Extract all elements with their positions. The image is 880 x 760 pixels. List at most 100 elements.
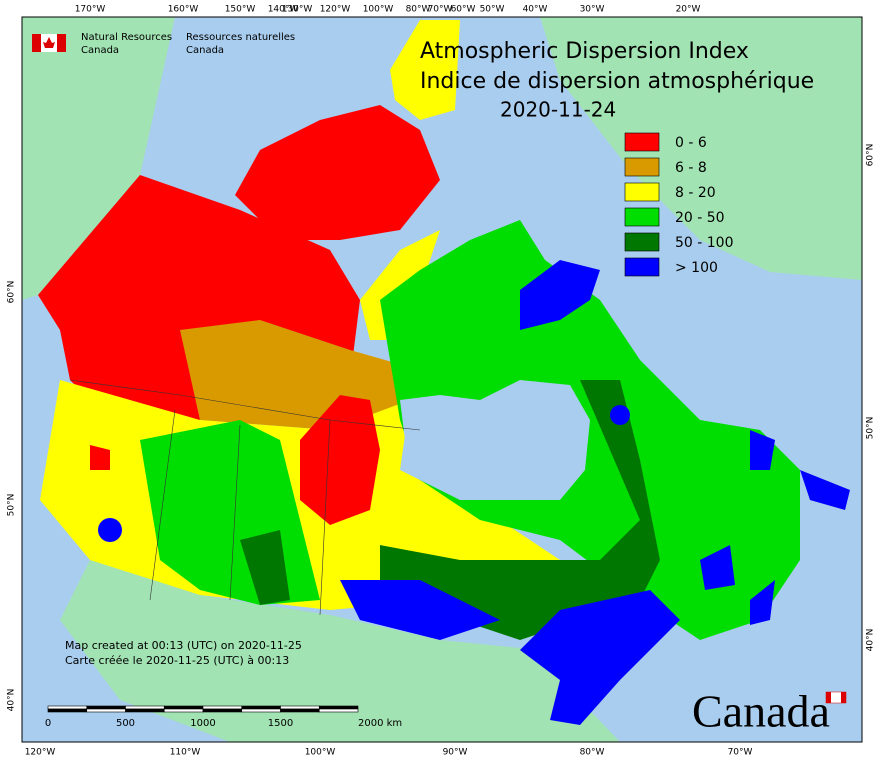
scale-segment bbox=[241, 708, 281, 713]
usa bbox=[60, 560, 620, 742]
latitude-label: 50°N bbox=[866, 417, 876, 440]
longitude-label: 90°W bbox=[443, 748, 468, 758]
region bbox=[520, 260, 600, 330]
frame bbox=[21, 16, 863, 743]
longitude-label: 130°W bbox=[282, 5, 313, 15]
longitude-label: 20°W bbox=[676, 5, 701, 15]
arctic-islands bbox=[235, 105, 440, 240]
region bbox=[750, 580, 775, 625]
wordmark-flag bbox=[841, 692, 846, 703]
legend-label: 6 - 8 bbox=[675, 160, 707, 176]
scale-segment bbox=[163, 708, 204, 713]
longitude-label: 30°W bbox=[580, 5, 605, 15]
region bbox=[610, 405, 630, 425]
legend-swatch bbox=[624, 207, 660, 227]
region bbox=[800, 470, 850, 510]
region bbox=[380, 220, 800, 640]
latitude-label: 60°N bbox=[866, 144, 876, 167]
scale-segment bbox=[163, 705, 204, 710]
longitude-label: 50°W bbox=[480, 5, 505, 15]
scale-segment bbox=[202, 708, 243, 713]
agency: Natural Resources bbox=[81, 32, 172, 43]
region bbox=[520, 590, 680, 725]
longitude-label: 100°W bbox=[305, 748, 336, 758]
border bbox=[319, 419, 331, 616]
title: Atmospheric Dispersion Index bbox=[420, 39, 749, 64]
scale-segment bbox=[47, 705, 88, 710]
region bbox=[750, 430, 775, 470]
scale-segment bbox=[202, 705, 243, 710]
legend-label: 0 - 6 bbox=[675, 135, 707, 151]
scale-label: 0 bbox=[45, 718, 51, 729]
scale-segment bbox=[47, 708, 88, 713]
scale-segment bbox=[86, 708, 126, 713]
border bbox=[149, 409, 176, 601]
legend-swatch bbox=[624, 232, 660, 252]
longitude-label: 80°W bbox=[406, 5, 431, 15]
region bbox=[90, 445, 110, 470]
region bbox=[380, 380, 660, 640]
longitude-label: 140°W bbox=[268, 5, 299, 15]
scale-segment bbox=[318, 705, 359, 710]
legend-label: 20 - 50 bbox=[675, 210, 725, 226]
date: 2020-11-24 bbox=[500, 98, 616, 122]
longitude-label: 120°W bbox=[25, 748, 56, 758]
longitude-label: 40°W bbox=[523, 5, 548, 15]
scale-segment bbox=[86, 705, 126, 710]
title: Indice de dispersion atmosphérique bbox=[420, 69, 814, 94]
agency: Canada bbox=[81, 45, 119, 56]
latitude-label: 50°N bbox=[7, 494, 17, 517]
border bbox=[69, 379, 421, 431]
agency: Canada bbox=[186, 45, 224, 56]
longitude-label: 110°W bbox=[170, 748, 201, 758]
flag bbox=[32, 34, 66, 52]
scale-segment bbox=[280, 708, 320, 713]
flag-bar bbox=[57, 34, 66, 52]
longitude-label: 100°W bbox=[363, 5, 394, 15]
legend-swatch bbox=[624, 182, 660, 202]
legend-label: 8 - 20 bbox=[675, 185, 716, 201]
longitude-label: 150°W bbox=[225, 5, 256, 15]
legend-swatch bbox=[624, 257, 660, 277]
legend-label: 50 - 100 bbox=[675, 235, 734, 251]
region bbox=[240, 530, 290, 605]
region bbox=[340, 580, 500, 640]
scale-segment bbox=[125, 705, 165, 710]
longitude-label: 60°W bbox=[451, 5, 476, 15]
footer: Map created at 00:13 (UTC) on 2020-11-25 bbox=[65, 639, 302, 652]
region bbox=[300, 395, 380, 525]
scale-segment bbox=[280, 705, 320, 710]
scale-label: 1000 bbox=[190, 718, 215, 729]
scale-segment bbox=[125, 708, 165, 713]
flag-bar bbox=[32, 34, 41, 52]
scale-segment bbox=[241, 705, 281, 710]
longitude-label: 170°W bbox=[75, 5, 106, 15]
border bbox=[229, 424, 241, 601]
legend-swatch bbox=[624, 132, 660, 152]
longitude-label: 70°W bbox=[428, 5, 453, 15]
scale-segment bbox=[318, 708, 359, 713]
region bbox=[700, 545, 735, 590]
ellesmere bbox=[390, 20, 460, 120]
latitude-label: 40°N bbox=[7, 689, 17, 712]
longitude-label: 120°W bbox=[320, 5, 351, 15]
longitude-label: 160°W bbox=[168, 5, 199, 15]
flag-leaf bbox=[43, 37, 55, 48]
latitude-label: 60°N bbox=[7, 281, 17, 304]
legend-swatch bbox=[624, 157, 660, 177]
wordmark: Canada bbox=[692, 686, 830, 737]
latitude-label: 40°N bbox=[866, 629, 876, 652]
alaska bbox=[22, 17, 175, 300]
hudson-bay bbox=[400, 380, 590, 500]
greenland bbox=[540, 17, 862, 280]
region bbox=[98, 518, 122, 542]
longitude-label: 70°W bbox=[728, 748, 753, 758]
wordmark-flag bbox=[826, 692, 831, 703]
scale-label: 1500 bbox=[268, 718, 293, 729]
agency: Ressources naturelles bbox=[186, 32, 295, 43]
footer: Carte créée le 2020-11-25 (UTC) à 00:13 bbox=[65, 654, 289, 667]
legend-label: > 100 bbox=[675, 260, 718, 276]
scale-label: 2000 km bbox=[358, 718, 402, 729]
longitude-label: 80°W bbox=[580, 748, 605, 758]
